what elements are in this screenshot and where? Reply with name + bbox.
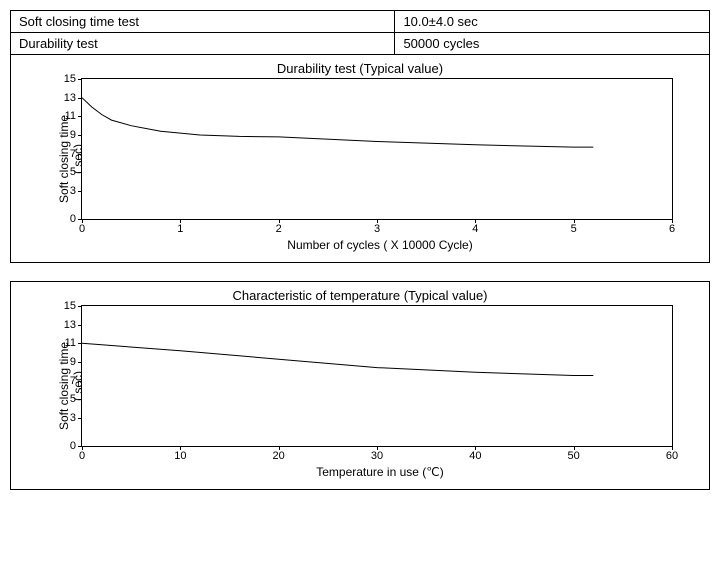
spec-value: 50000 cycles [395,33,710,55]
x-tick-label: 2 [276,223,282,235]
spec-label: Durability test [11,33,395,55]
y-tick-label: 11 [65,110,76,122]
x-tick-label: 6 [669,223,675,235]
x-tick-label: 40 [469,450,481,462]
x-tick-mark [475,446,476,450]
x-tick-label: 50 [568,450,580,462]
x-tick-mark [279,446,280,450]
table-row: Soft closing time test10.0±4.0 sec [11,11,710,33]
chart1-title: Durability test (Typical value) [11,61,709,76]
chart1-xlabel: Number of cycles ( X 10000 Cycle) [81,238,679,252]
y-tick-mark [78,154,82,155]
chart2-title: Characteristic of temperature (Typical v… [11,288,709,303]
chart2-line [82,306,672,446]
x-tick-label: 4 [472,223,478,235]
y-tick-mark [78,325,82,326]
y-tick-mark [78,381,82,382]
x-tick-mark [672,446,673,450]
y-tick-label: 5 [70,393,76,405]
y-tick-label: 15 [64,73,76,85]
y-tick-label: 3 [70,412,76,424]
spec-label: Soft closing time test [11,11,395,33]
y-tick-mark [78,418,82,419]
x-tick-mark [377,219,378,223]
x-tick-label: 0 [79,450,85,462]
x-tick-mark [574,446,575,450]
y-tick-label: 9 [70,129,76,141]
chart2-container: Characteristic of temperature (Typical v… [10,281,710,490]
x-tick-label: 1 [177,223,183,235]
spec-table: Soft closing time test10.0±4.0 secDurabi… [10,10,710,55]
x-tick-mark [574,219,575,223]
y-tick-mark [78,362,82,363]
y-tick-mark [78,399,82,400]
x-tick-label: 0 [79,223,85,235]
x-tick-mark [180,219,181,223]
chart1-plot: 035791113150123456 [81,78,673,220]
x-tick-label: 10 [174,450,186,462]
chart2-area: 035791113150102030405060 Temperature in … [81,305,679,479]
table-row: Durability test50000 cycles [11,33,710,55]
y-tick-mark [78,172,82,173]
x-tick-label: 20 [273,450,285,462]
y-tick-label: 5 [70,166,76,178]
spec-value: 10.0±4.0 sec [395,11,710,33]
y-tick-label: 7 [70,148,76,160]
chart2-xlabel: Temperature in use (℃) [81,465,679,479]
y-tick-label: 0 [70,213,76,225]
y-tick-mark [78,135,82,136]
y-tick-mark [78,191,82,192]
y-tick-label: 0 [70,440,76,452]
x-tick-mark [82,219,83,223]
y-tick-label: 11 [65,337,76,349]
y-tick-label: 15 [64,300,76,312]
y-tick-label: 9 [70,356,76,368]
x-tick-label: 30 [371,450,383,462]
x-tick-mark [377,446,378,450]
chart1-line [82,79,672,219]
x-tick-label: 5 [571,223,577,235]
x-tick-label: 60 [666,450,678,462]
x-tick-mark [82,446,83,450]
y-tick-label: 13 [64,319,76,331]
y-tick-label: 13 [64,92,76,104]
chart1-area: 035791113150123456 Number of cycles ( X … [81,78,679,252]
x-tick-mark [279,219,280,223]
y-tick-mark [78,98,82,99]
x-tick-mark [475,219,476,223]
y-tick-label: 3 [70,185,76,197]
y-tick-mark [78,343,82,344]
chart1-container: Durability test (Typical value) Soft clo… [10,55,710,263]
x-tick-mark [180,446,181,450]
y-tick-mark [78,79,82,80]
chart2-plot: 035791113150102030405060 [81,305,673,447]
x-tick-mark [672,219,673,223]
x-tick-label: 3 [374,223,380,235]
y-tick-mark [78,306,82,307]
y-tick-mark [78,116,82,117]
y-tick-label: 7 [70,375,76,387]
